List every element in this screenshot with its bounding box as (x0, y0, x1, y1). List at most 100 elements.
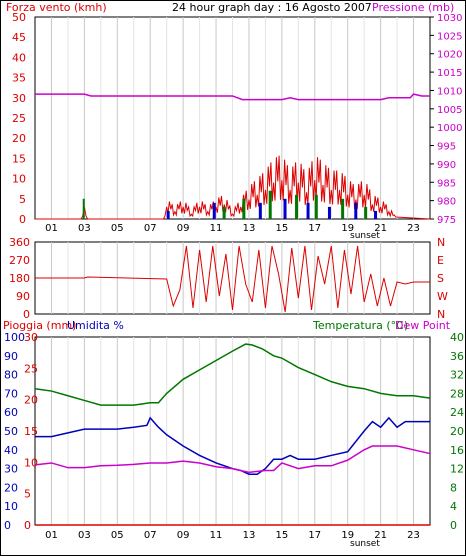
gust-bar (314, 194, 318, 219)
y-tick-label: 1030 (437, 13, 462, 24)
sunset-label: sunset (350, 231, 380, 241)
y-tick-label: 32 (450, 369, 464, 382)
y-tick-label: 10 (4, 500, 18, 513)
y-tick-label: 100 (4, 331, 25, 344)
humidity-axis-label: Umidita % (67, 319, 124, 332)
gust-bar (82, 198, 85, 219)
y-tick-label: 50 (4, 425, 18, 438)
x-tick-label: 21 (374, 530, 387, 541)
y-tick-label: N (437, 236, 445, 249)
y-tick-label: 5 (24, 488, 31, 501)
x-tick-label: 23 (407, 530, 420, 541)
y-tick-label: 360 (9, 236, 30, 249)
pressure-series-line (35, 93, 430, 101)
y-tick-label: 985 (437, 178, 456, 189)
y-tick-label: 0 (450, 519, 457, 532)
pressure-title: Pressione (mb) (372, 1, 454, 14)
gust-bar (212, 202, 216, 219)
y-tick-label: W (437, 290, 448, 303)
y-tick-label: 270 (9, 254, 30, 267)
y-tick-label: 1005 (437, 105, 462, 116)
y-tick-label: 25 (24, 362, 38, 375)
temperature-humidity-panel: 0102030405060708090100051015202530048121… (4, 331, 464, 541)
y-tick-label: 1020 (437, 50, 462, 61)
x-tick-label: 15 (276, 223, 289, 234)
x-tick-label: 23 (407, 223, 420, 234)
x-tick-label: 17 (308, 223, 321, 234)
sunset-label-bottom: sunset (350, 539, 380, 549)
y-tick-label: 995 (437, 142, 456, 153)
y-tick-label: 20 (24, 394, 38, 407)
y-tick-label: 60 (4, 406, 18, 419)
gust-bar (374, 210, 378, 219)
y-tick-label: 4 (450, 500, 457, 513)
x-tick-label: 21 (374, 223, 387, 234)
y-tick-label: 30 (24, 331, 38, 344)
gust-bar (166, 210, 170, 219)
x-tick-label: 09 (177, 530, 190, 541)
x-tick-label: 03 (78, 530, 91, 541)
x-tick-label: 19 (341, 530, 354, 541)
y-tick-label: 25 (12, 112, 26, 125)
y-tick-label: 90 (4, 350, 18, 363)
y-tick-label: 30 (4, 463, 18, 476)
y-tick-label: 20 (450, 425, 464, 438)
x-tick-label: 07 (144, 223, 157, 234)
x-tick-label: 13 (243, 223, 256, 234)
y-tick-label: 1000 (437, 123, 462, 134)
gust-bar (268, 190, 272, 219)
y-tick-label: 20 (12, 132, 26, 145)
gust-bar (295, 194, 299, 219)
gust-bar (364, 206, 368, 219)
y-tick-label: 70 (4, 387, 18, 400)
y-tick-label: 10 (24, 456, 38, 469)
y-tick-label: 0 (23, 308, 30, 321)
x-tick-label: 09 (177, 223, 190, 234)
y-tick-label: N (437, 308, 445, 321)
gust-bar (341, 198, 345, 219)
x-tick-label: 11 (210, 223, 223, 234)
graph-title: 24 hour graph day : 16 Agosto 2007 (172, 1, 372, 14)
wind-title: Forza vento (kmh) (6, 1, 107, 14)
y-tick-label: 28 (450, 387, 464, 400)
gust-bar (354, 202, 358, 219)
y-tick-label: 12 (450, 463, 464, 476)
x-tick-label: 05 (111, 530, 124, 541)
y-tick-label: 24 (450, 406, 464, 419)
y-tick-label: 15 (12, 152, 26, 165)
y-tick-label: 50 (12, 11, 26, 24)
x-tick-label: 13 (243, 530, 256, 541)
y-tick-label: 15 (24, 425, 38, 438)
humidity-series-line (35, 416, 430, 475)
y-tick-label: 1025 (437, 31, 462, 42)
y-tick-label: 20 (4, 481, 18, 494)
y-tick-label: 980 (437, 197, 456, 208)
y-tick-label: 16 (450, 444, 464, 457)
y-tick-label: 0 (24, 519, 31, 532)
gust-bar (242, 198, 246, 219)
y-tick-label: E (437, 254, 444, 267)
y-tick-label: 36 (450, 350, 464, 363)
x-tick-label: 01 (45, 223, 58, 234)
x-tick-label: 15 (276, 530, 289, 541)
wind-pressure-panel: 0510152025303540455097598098599099510001… (12, 11, 462, 234)
gust-bar (327, 206, 331, 219)
wind-series-line (35, 155, 431, 220)
y-tick-label: 990 (437, 160, 456, 171)
x-tick-label: 19 (341, 223, 354, 234)
y-tick-label: 10 (12, 173, 26, 186)
y-tick-label: S (437, 272, 444, 285)
x-tick-label: 11 (210, 530, 223, 541)
y-tick-label: 30 (12, 92, 26, 105)
x-tick-label: 01 (45, 530, 58, 541)
gust-bar (283, 198, 287, 219)
y-tick-label: 35 (12, 72, 26, 85)
y-tick-label: 1015 (437, 68, 462, 79)
y-tick-label: 975 (437, 215, 456, 226)
x-tick-label: 17 (308, 530, 321, 541)
y-tick-label: 80 (4, 369, 18, 382)
y-tick-label: 0 (4, 519, 11, 532)
y-tick-label: 40 (450, 331, 464, 344)
y-tick-label: 40 (4, 444, 18, 457)
